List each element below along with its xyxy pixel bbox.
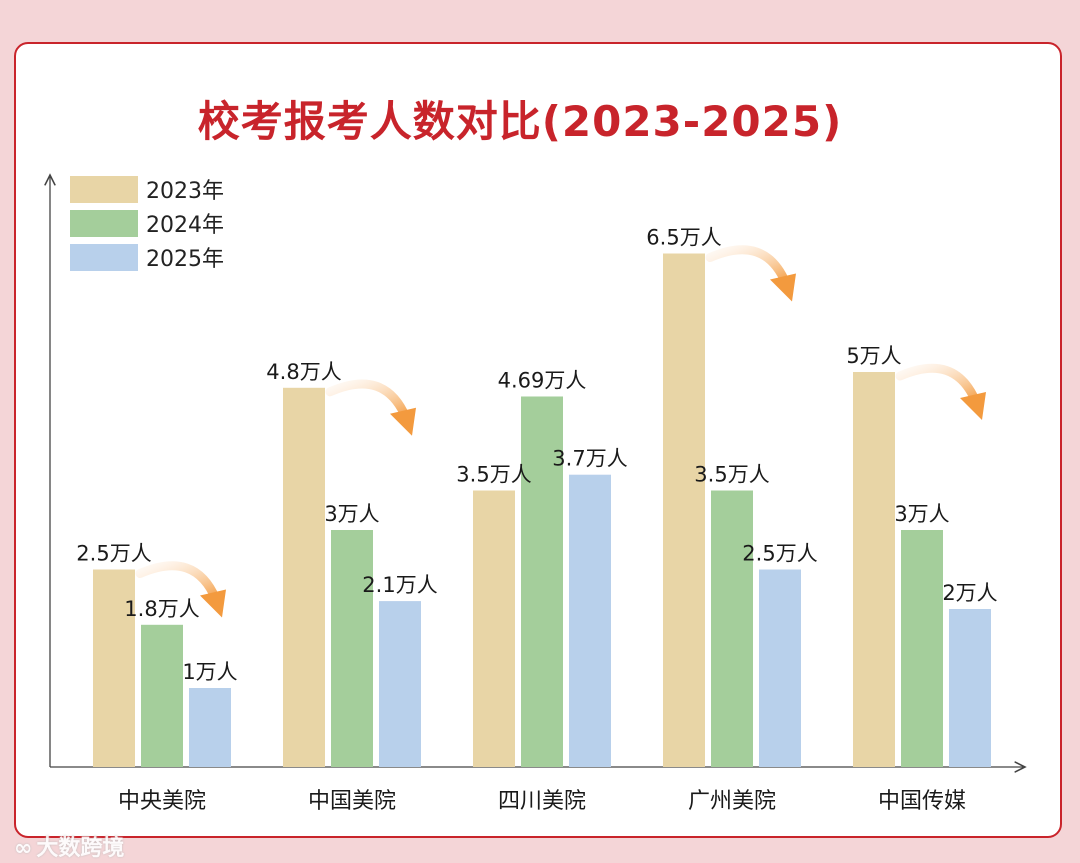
decrease-arrow-head-0 (200, 589, 226, 618)
category-label-4: 中国传媒 (878, 789, 966, 814)
arrows-layer (135, 245, 986, 618)
data-label-2-2: 3.7万人 (552, 447, 627, 471)
bar-3-2 (759, 569, 801, 767)
bar-4-2 (949, 609, 991, 767)
category-label-3: 广州美院 (688, 789, 776, 814)
decrease-arrow-head-4 (960, 392, 986, 420)
data-label-2-0: 3.5万人 (456, 463, 531, 487)
legend-label-2: 2025年 (146, 247, 224, 272)
data-label-1-2: 2.1万人 (362, 573, 437, 597)
bar-2-2 (569, 474, 611, 767)
data-label-0-1: 1.8万人 (124, 597, 199, 621)
bar-0-2 (189, 688, 231, 767)
decrease-arrow-shaft-1 (325, 379, 411, 423)
decrease-arrow-shaft-0 (135, 561, 221, 604)
legend: 2023年 2024年 2025年 (70, 176, 224, 272)
bar-4-1 (901, 530, 943, 767)
category-label-1: 中国美院 (308, 789, 396, 814)
chart-title: 校考报考人数对比(2023-2025) (197, 97, 843, 146)
decrease-arrow-shaft-3 (705, 245, 791, 288)
data-label-0-0: 2.5万人 (76, 542, 151, 566)
watermark: ∞ 大数跨境 (14, 830, 124, 862)
bar-0-0 (93, 569, 135, 767)
bar-2-0 (473, 490, 515, 767)
data-label-2-1: 4.69万人 (498, 368, 587, 392)
decrease-arrow-head-3 (770, 273, 796, 302)
watermark-text: 大数跨境 (36, 836, 125, 861)
data-label-1-0: 4.8万人 (266, 360, 341, 384)
data-label-3-2: 2.5万人 (742, 542, 817, 566)
data-label-1-1: 3万人 (324, 502, 379, 526)
decrease-arrow-shaft-4 (895, 363, 981, 407)
legend-swatch-2 (70, 244, 138, 271)
data-label-3-0: 6.5万人 (646, 226, 721, 250)
bar-3-0 (663, 253, 705, 767)
legend-label-0: 2023年 (146, 179, 224, 204)
bar-1-2 (379, 601, 421, 767)
data-label-4-2: 2万人 (942, 581, 997, 605)
bar-1-1 (331, 530, 373, 767)
data-label-4-0: 5万人 (846, 344, 901, 368)
bar-2-1 (521, 396, 563, 767)
bar-0-1 (141, 624, 183, 767)
legend-swatch-1 (70, 210, 138, 237)
bar-4-0 (853, 372, 895, 767)
category-label-0: 中央美院 (118, 789, 206, 814)
data-label-3-1: 3.5万人 (694, 463, 769, 487)
legend-swatch-0 (70, 176, 138, 203)
bars-layer (93, 253, 991, 767)
bar-3-1 (711, 490, 753, 767)
bar-1-0 (283, 387, 325, 767)
category-label-2: 四川美院 (498, 789, 586, 814)
data-label-4-1: 3万人 (894, 502, 949, 526)
legend-label-1: 2024年 (146, 213, 224, 238)
decrease-arrow-head-1 (390, 407, 416, 436)
watermark-icon: ∞ (14, 836, 33, 861)
data-label-0-2: 1万人 (182, 660, 237, 684)
